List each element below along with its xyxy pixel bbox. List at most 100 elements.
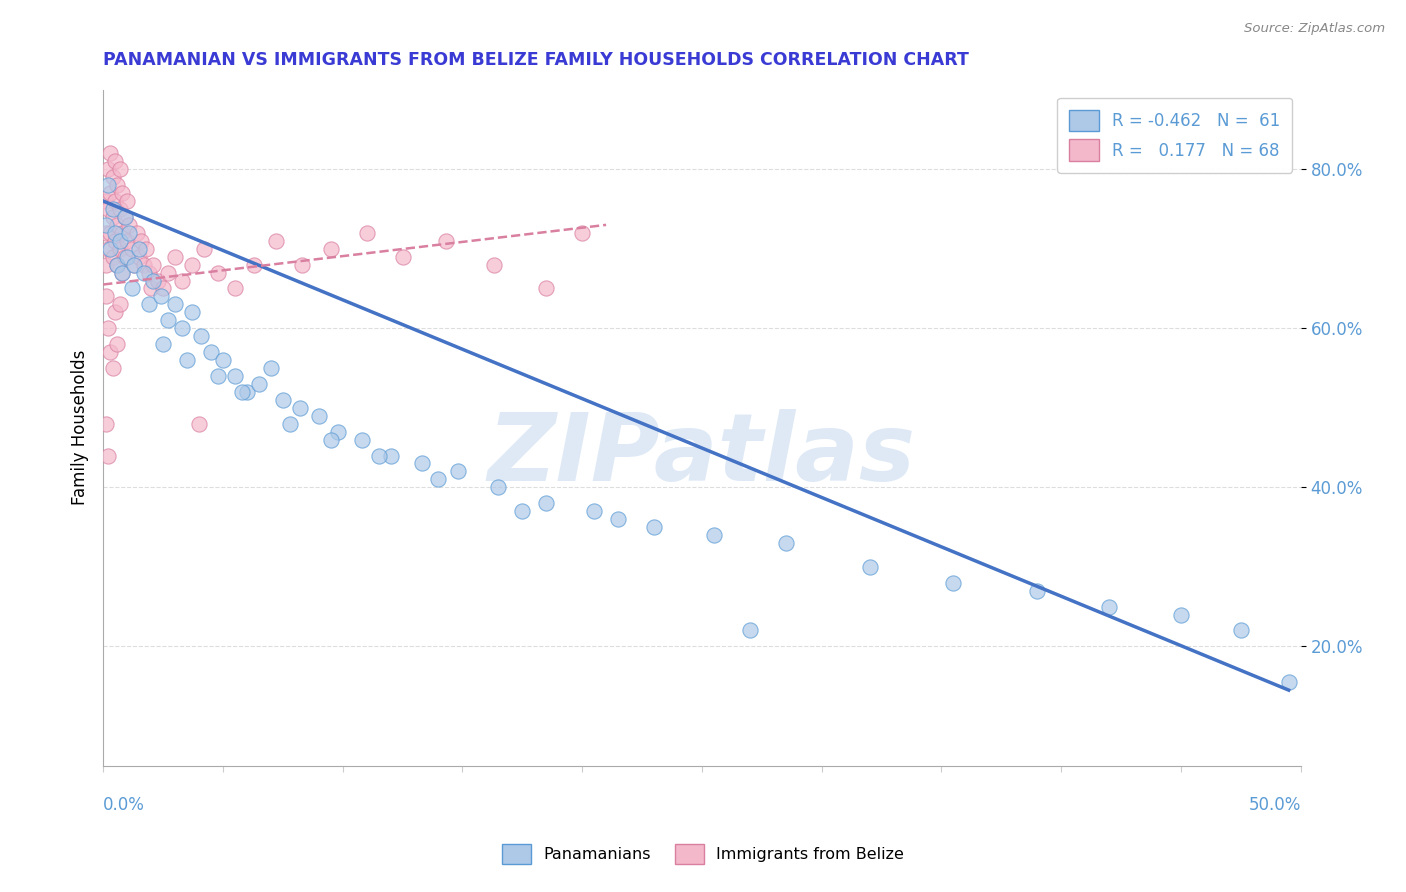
Point — [104, 194, 127, 208]
Point — [607, 512, 630, 526]
Point — [94, 218, 117, 232]
Point — [271, 392, 294, 407]
Point — [534, 496, 557, 510]
Legend: Panamanians, Immigrants from Belize: Panamanians, Immigrants from Belize — [495, 838, 911, 871]
Point — [138, 266, 160, 280]
Point — [224, 281, 246, 295]
Point — [156, 313, 179, 327]
Point — [139, 281, 162, 295]
Point — [1098, 599, 1121, 614]
Point — [111, 266, 134, 280]
Point — [212, 353, 235, 368]
Point — [172, 274, 194, 288]
Point — [97, 242, 120, 256]
Point — [1170, 607, 1192, 622]
Point — [108, 162, 131, 177]
Point — [142, 274, 165, 288]
Point — [114, 250, 136, 264]
Point — [367, 449, 389, 463]
Point — [104, 154, 127, 169]
Text: PANAMANIAN VS IMMIGRANTS FROM BELIZE FAMILY HOUSEHOLDS CORRELATION CHART: PANAMANIAN VS IMMIGRANTS FROM BELIZE FAM… — [103, 51, 969, 69]
Point — [152, 337, 174, 351]
Point — [486, 480, 509, 494]
Point — [482, 258, 505, 272]
Point — [427, 472, 450, 486]
Point — [411, 457, 433, 471]
Point — [291, 258, 314, 272]
Point — [118, 226, 141, 240]
Point — [107, 218, 129, 232]
Point — [288, 401, 311, 415]
Point — [149, 289, 172, 303]
Point — [97, 202, 120, 216]
Point — [118, 218, 141, 232]
Point — [115, 234, 138, 248]
Point — [200, 345, 222, 359]
Point — [114, 210, 136, 224]
Point — [858, 559, 880, 574]
Point — [135, 242, 157, 256]
Point — [1278, 675, 1301, 690]
Point — [107, 178, 129, 193]
Point — [132, 266, 155, 280]
Point — [510, 504, 533, 518]
Point — [97, 449, 120, 463]
Point — [138, 297, 160, 311]
Point — [104, 234, 127, 248]
Point — [98, 242, 121, 256]
Point — [111, 226, 134, 240]
Point — [180, 258, 202, 272]
Point — [1229, 624, 1251, 638]
Point — [207, 266, 229, 280]
Point — [132, 258, 155, 272]
Point — [643, 520, 665, 534]
Point — [247, 376, 270, 391]
Point — [94, 258, 117, 272]
Point — [107, 258, 129, 272]
Point — [97, 162, 120, 177]
Point — [111, 186, 134, 200]
Point — [391, 250, 413, 264]
Point — [319, 433, 342, 447]
Point — [326, 425, 349, 439]
Point — [571, 226, 593, 240]
Point — [115, 194, 138, 208]
Point — [108, 202, 131, 216]
Point — [176, 353, 198, 368]
Text: 50.0%: 50.0% — [1249, 796, 1301, 814]
Point — [97, 321, 120, 335]
Point — [534, 281, 557, 295]
Point — [278, 417, 301, 431]
Text: Source: ZipAtlas.com: Source: ZipAtlas.com — [1244, 22, 1385, 36]
Point — [163, 297, 186, 311]
Point — [156, 266, 179, 280]
Point — [446, 464, 468, 478]
Point — [243, 258, 266, 272]
Point — [264, 234, 287, 248]
Point — [101, 361, 124, 376]
Text: 0.0%: 0.0% — [103, 796, 145, 814]
Point — [108, 242, 131, 256]
Point — [131, 234, 153, 248]
Point — [163, 250, 186, 264]
Point — [121, 281, 143, 295]
Point — [180, 305, 202, 319]
Point — [98, 345, 121, 359]
Text: ZIPatlas: ZIPatlas — [488, 409, 915, 500]
Point — [583, 504, 606, 518]
Legend: R = -0.462   N =  61, R =   0.177   N = 68: R = -0.462 N = 61, R = 0.177 N = 68 — [1057, 98, 1292, 172]
Point — [108, 297, 131, 311]
Point — [101, 202, 124, 216]
Point — [98, 186, 121, 200]
Point — [97, 178, 120, 193]
Point — [125, 226, 148, 240]
Point — [224, 368, 246, 383]
Point — [121, 242, 143, 256]
Point — [1026, 583, 1049, 598]
Point — [104, 305, 127, 319]
Point — [207, 368, 229, 383]
Point — [350, 433, 373, 447]
Point — [107, 258, 129, 272]
Point — [111, 266, 134, 280]
Point — [152, 281, 174, 295]
